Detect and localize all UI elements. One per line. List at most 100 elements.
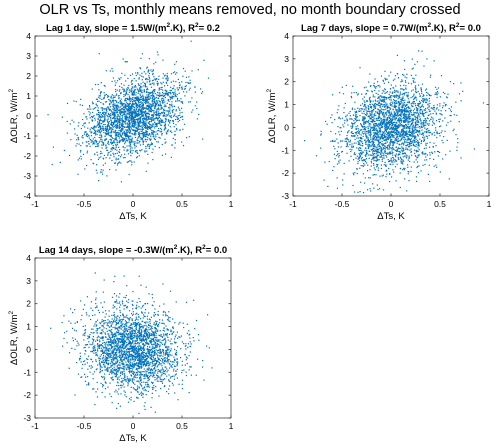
data-point (169, 96, 171, 98)
data-point (114, 115, 116, 117)
data-point (368, 140, 370, 142)
data-point (404, 152, 406, 154)
data-point (126, 125, 129, 127)
data-point (437, 155, 440, 157)
data-point (413, 137, 416, 140)
data-point (89, 130, 91, 132)
data-point (394, 139, 396, 141)
data-point (95, 106, 97, 109)
data-point (140, 98, 142, 100)
data-point (405, 132, 407, 134)
data-point (373, 144, 375, 146)
data-point (164, 96, 167, 99)
data-point (373, 126, 376, 128)
data-point (121, 134, 123, 136)
data-point (360, 108, 362, 110)
data-point (123, 130, 125, 132)
data-point (177, 118, 180, 120)
data-point (120, 102, 123, 105)
data-point (156, 141, 158, 143)
data-point (120, 119, 122, 121)
data-point (158, 136, 160, 139)
data-point (380, 118, 382, 120)
data-point (368, 81, 370, 83)
data-point (344, 122, 346, 124)
data-point (379, 98, 381, 100)
data-point (434, 110, 436, 112)
data-point (96, 100, 99, 103)
data-point (415, 151, 418, 153)
data-point (143, 112, 146, 114)
data-point (137, 90, 140, 92)
data-point (104, 101, 107, 103)
data-point (416, 91, 418, 94)
data-point (152, 93, 154, 95)
data-point (167, 113, 169, 116)
data-point (160, 124, 163, 126)
data-point (171, 109, 173, 111)
data-point (135, 72, 137, 74)
data-point (405, 85, 407, 87)
data-point (148, 122, 150, 124)
data-point (427, 128, 429, 130)
data-point (152, 119, 154, 121)
data-point (376, 112, 379, 114)
data-point (135, 127, 137, 129)
data-point (397, 118, 400, 120)
data-point (398, 104, 400, 106)
data-point (418, 50, 420, 52)
data-point (158, 75, 160, 77)
data-point (164, 138, 166, 140)
data-point (394, 112, 396, 114)
data-point (151, 132, 153, 134)
data-point (151, 97, 153, 99)
data-point (423, 122, 425, 124)
data-point (160, 121, 162, 123)
data-point (385, 104, 387, 106)
data-point (363, 113, 365, 115)
data-point (365, 122, 367, 124)
data-point (123, 95, 125, 98)
data-point (369, 103, 371, 105)
data-point (380, 150, 382, 153)
data-point (167, 93, 169, 95)
data-point (188, 101, 190, 103)
data-point (104, 135, 106, 137)
data-point (138, 118, 140, 120)
data-point (111, 111, 113, 113)
data-point (374, 99, 376, 101)
data-point (379, 109, 381, 111)
data-point (423, 98, 425, 100)
data-point (365, 113, 367, 116)
data-point (418, 105, 420, 108)
data-point (78, 143, 80, 145)
data-point (445, 104, 447, 106)
data-point (131, 164, 133, 166)
data-point (99, 119, 101, 122)
data-point (123, 89, 125, 92)
data-point (119, 111, 121, 113)
data-point (94, 131, 97, 133)
data-point (117, 131, 119, 134)
data-point (344, 102, 346, 105)
data-point (93, 125, 96, 127)
data-point (80, 127, 83, 130)
data-point (405, 131, 407, 133)
data-point (351, 132, 353, 135)
data-point (155, 123, 157, 125)
data-point (371, 158, 373, 160)
data-point (423, 139, 425, 142)
data-point (412, 114, 414, 116)
data-point (111, 122, 113, 124)
data-point (113, 117, 116, 119)
data-point (394, 119, 396, 121)
data-point (392, 114, 394, 116)
data-point (395, 146, 398, 148)
data-point (414, 145, 416, 147)
data-point (146, 96, 148, 98)
data-point (393, 91, 395, 93)
data-point (179, 84, 181, 86)
data-point (342, 93, 345, 95)
data-point (163, 105, 165, 108)
data-point (421, 83, 424, 85)
